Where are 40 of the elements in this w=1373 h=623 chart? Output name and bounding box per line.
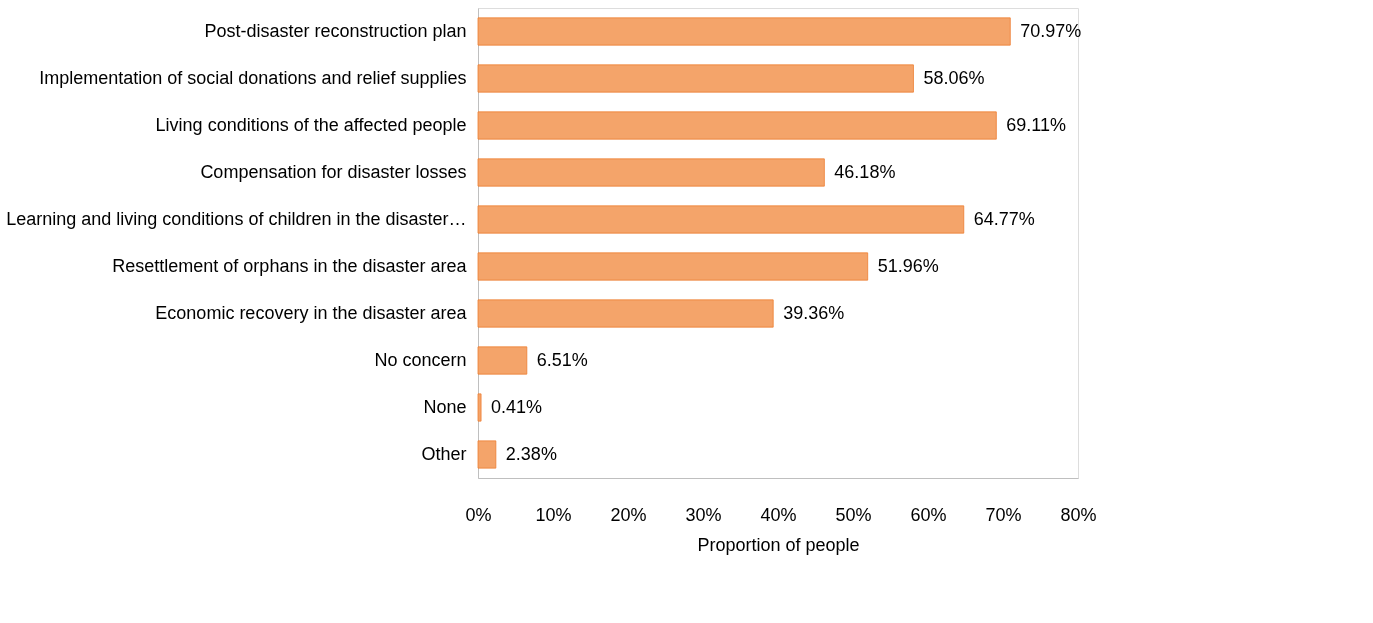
data-label: 46.18% — [834, 161, 896, 182]
bar — [477, 111, 997, 140]
data-label: 69.11% — [1006, 114, 1067, 135]
bar — [477, 205, 965, 234]
y-tick-label: Other — [421, 443, 467, 464]
y-tick-label: None — [423, 396, 467, 417]
bar — [477, 299, 774, 328]
y-tick-label: Economic recovery in the disaster area — [155, 302, 468, 323]
x-axis-title: Proportion of people — [697, 534, 860, 555]
y-tick-label: No concern — [374, 349, 467, 370]
data-label: 2.38% — [505, 443, 557, 464]
bar — [477, 346, 528, 375]
bar — [477, 64, 914, 93]
x-tick-label: 50% — [835, 504, 872, 525]
bar — [477, 393, 482, 422]
x-tick-label: 40% — [760, 504, 797, 525]
y-tick-label: Resettlement of orphans in the disaster area — [112, 255, 468, 276]
y-tick-label: Implementation of social donations and relief supplies — [39, 67, 467, 88]
data-label: 6.51% — [536, 349, 588, 370]
x-tick-label: 30% — [685, 504, 722, 525]
data-label: 64.77% — [973, 208, 1035, 229]
x-tick-label: 10% — [535, 504, 572, 525]
data-label: 39.36% — [783, 302, 845, 323]
y-tick-label: Post-disaster reconstruction plan — [204, 20, 467, 41]
x-tick-label: 80% — [1060, 504, 1097, 525]
data-label: 51.96% — [877, 255, 939, 276]
x-tick-label: 20% — [610, 504, 647, 525]
data-label: 0.41% — [491, 396, 543, 417]
bar — [477, 158, 825, 187]
x-tick-label: 70% — [985, 504, 1022, 525]
bar — [477, 440, 497, 469]
x-tick-label: 0% — [465, 504, 492, 525]
y-tick-label: Learning and living conditions of children in the disaster… — [6, 208, 467, 229]
y-tick-label: Compensation for disaster losses — [200, 161, 467, 182]
y-tick-label: Living conditions of the affected people — [155, 114, 467, 135]
x-tick-label: 60% — [910, 504, 947, 525]
data-label: 70.97% — [1020, 20, 1082, 41]
data-label: 58.06% — [923, 67, 985, 88]
bar — [477, 252, 869, 281]
bar — [477, 17, 1011, 46]
